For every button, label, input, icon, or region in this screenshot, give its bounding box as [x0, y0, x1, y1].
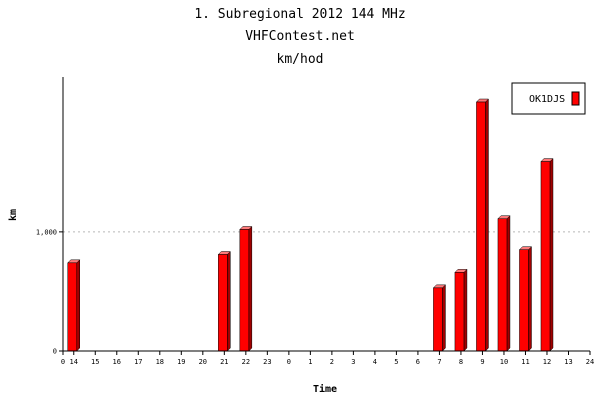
- bar: [432, 284, 447, 352]
- legend-swatch: [571, 91, 580, 106]
- x-tick-label: 8: [459, 358, 463, 366]
- x-tick-label: 20: [199, 358, 207, 366]
- x-tick-layer: 14 15 16 17 18 19 20 21 22 23 0 1 2 3 4 5 6 7 8 9 10 11 12 13: [62, 351, 591, 366]
- bar-front: [67, 262, 78, 352]
- x-tick-label: 2: [330, 358, 334, 366]
- bar-side: [463, 268, 468, 352]
- bar: [475, 98, 490, 352]
- y-tick-label: 0: [53, 348, 57, 356]
- y-axis-title: km: [8, 209, 19, 221]
- x-tick-label: 3: [351, 358, 355, 366]
- bar-side: [76, 259, 81, 352]
- bar-side: [227, 250, 231, 352]
- bar: [540, 157, 554, 352]
- bar-layer: [67, 98, 554, 352]
- bar: [67, 259, 81, 352]
- bar-side: [549, 157, 554, 352]
- chart-title-line-2: VHFContest.net: [245, 29, 355, 44]
- bar-front: [454, 272, 465, 352]
- x-tick-label: 7: [437, 358, 441, 366]
- x-axis-end-label: 24: [586, 358, 594, 366]
- bar-front: [540, 161, 551, 352]
- bar-front: [239, 229, 250, 352]
- x-axis-start-label: 0: [61, 358, 65, 366]
- bar: [497, 215, 511, 352]
- x-tick-label: 23: [263, 358, 271, 366]
- y-tick-label: 1,000: [36, 228, 57, 236]
- bar-side: [528, 246, 532, 352]
- x-tick-label: 22: [242, 358, 250, 366]
- x-axis-title: Time: [313, 383, 337, 395]
- legend-label: OK1DJS: [529, 94, 565, 105]
- x-tick-label: 1: [308, 358, 312, 366]
- bar: [454, 268, 468, 352]
- bar: [217, 250, 231, 352]
- x-tick-label: 5: [394, 358, 398, 366]
- x-tick-label: 21: [220, 358, 228, 366]
- bar-side: [442, 284, 446, 352]
- x-tick-label: 9: [480, 358, 484, 366]
- bar-front: [476, 101, 486, 352]
- bar: [518, 246, 533, 352]
- bar-front: [519, 249, 529, 352]
- bar-side: [506, 215, 511, 352]
- chart-title-line-3: km/hod: [277, 52, 324, 67]
- chart-title-line-1: 1. Subregional 2012 144 MHz: [194, 7, 405, 22]
- x-tick-label: 10: [500, 358, 508, 366]
- x-tick-label: 4: [373, 358, 377, 366]
- bar-front: [433, 287, 443, 352]
- bar: [239, 225, 253, 352]
- bar-side: [248, 225, 253, 352]
- legend: OK1DJS: [511, 82, 586, 115]
- x-tick-label: 17: [134, 358, 142, 366]
- x-tick-label: 19: [177, 358, 185, 366]
- x-tick-label: 13: [564, 358, 572, 366]
- x-tick-label: 11: [521, 358, 529, 366]
- bar-side: [485, 98, 489, 352]
- x-tick-label: 14: [70, 358, 78, 366]
- x-tick-label: 12: [543, 358, 551, 366]
- x-tick-label: 0: [287, 358, 291, 366]
- bar-front: [218, 254, 228, 352]
- x-tick-label: 18: [156, 358, 164, 366]
- x-tick-label: 15: [91, 358, 99, 366]
- y-tick-layer: 0 1,000: [36, 228, 63, 356]
- bar-front: [497, 218, 508, 352]
- x-tick-label: 16: [113, 358, 121, 366]
- x-tick-label: 6: [416, 358, 420, 366]
